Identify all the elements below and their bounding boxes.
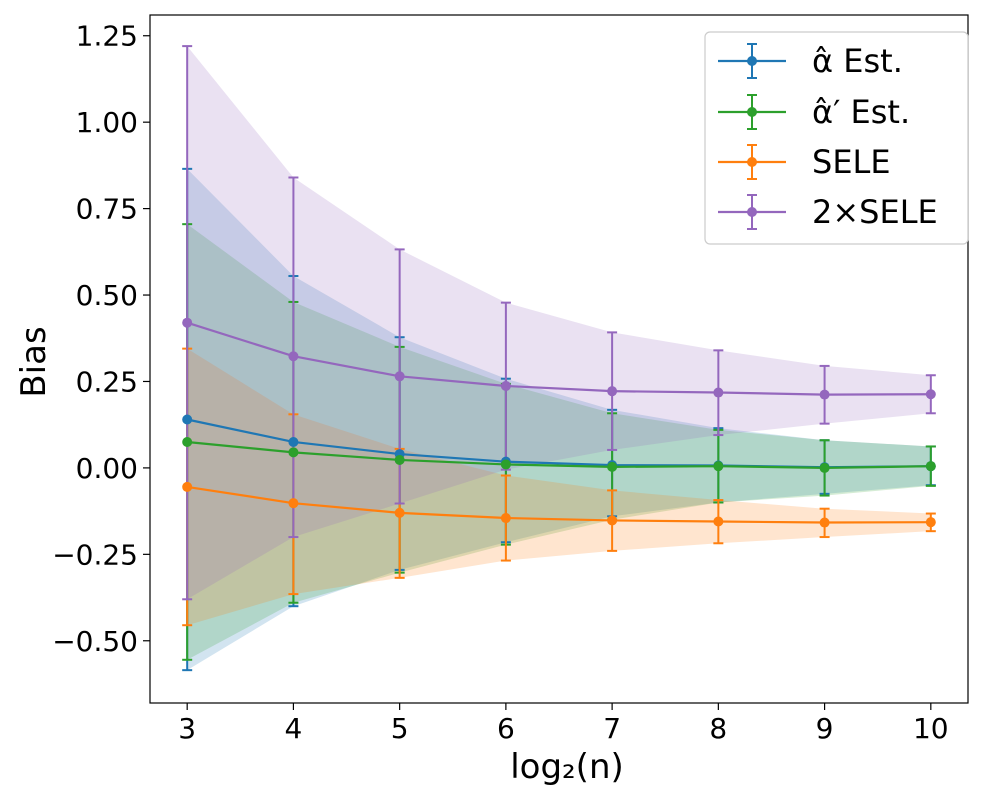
series-line-3 <box>186 321 931 396</box>
legend-marker <box>747 207 757 217</box>
data-point <box>500 380 511 391</box>
plot-frame <box>149 14 969 704</box>
legend-label: α̂ Est. <box>812 42 903 80</box>
y-tick-label: 0.50 <box>76 279 138 312</box>
legend-label: α̂′ Est. <box>812 93 910 131</box>
legend-label: 2×SELE <box>812 193 938 231</box>
data-point <box>394 454 405 465</box>
y-axis: −0.50 −0.25 0.00 0.25 0.50 0.75 1.00 1.25 <box>52 20 150 658</box>
data-point <box>819 389 830 400</box>
series-lines <box>186 321 931 524</box>
data-point <box>394 507 405 518</box>
x-axis-label: log₂(n) <box>510 747 624 787</box>
y-tick-label: −0.25 <box>52 538 138 571</box>
band-series-3 <box>187 46 931 600</box>
band-series-2 <box>187 348 931 626</box>
data-point <box>925 389 936 400</box>
x-tick-label: 10 <box>913 712 949 745</box>
data-point <box>925 517 936 528</box>
data-point <box>607 386 618 397</box>
data-point <box>713 461 724 472</box>
band-series-1 <box>187 224 931 660</box>
data-point <box>607 515 618 526</box>
legend-marker <box>747 107 757 117</box>
x-tick-label: 3 <box>178 712 196 745</box>
data-point <box>182 436 193 447</box>
y-tick-label: 1.00 <box>76 106 138 139</box>
x-tick-label: 8 <box>709 712 727 745</box>
x-tick-label: 4 <box>285 712 303 745</box>
y-tick-label: 1.25 <box>76 20 138 53</box>
series-markers <box>182 317 936 528</box>
data-point <box>713 516 724 527</box>
data-point <box>182 481 193 492</box>
y-tick-label: 0.75 <box>76 193 138 226</box>
data-point <box>182 414 193 425</box>
y-tick-label: −0.50 <box>52 625 138 658</box>
x-axis: 3 4 5 6 7 8 9 10 <box>178 703 949 745</box>
data-point <box>819 462 830 473</box>
legend-marker <box>747 56 757 66</box>
legend-marker <box>747 157 757 167</box>
data-point <box>500 459 511 470</box>
data-point <box>819 517 830 528</box>
y-tick-label: 0.25 <box>76 365 138 398</box>
data-point <box>713 387 724 398</box>
plot-border <box>149 14 969 704</box>
x-tick-label: 7 <box>603 712 621 745</box>
legend-box <box>704 31 969 245</box>
confidence-bands <box>187 46 931 671</box>
y-tick-label: 0.00 <box>76 452 138 485</box>
data-point <box>607 461 618 472</box>
data-point <box>394 371 405 382</box>
data-point <box>288 447 299 458</box>
x-tick-label: 9 <box>816 712 834 745</box>
data-point <box>288 498 299 509</box>
band-series-0 <box>187 168 931 671</box>
data-point <box>182 317 193 328</box>
x-tick-label: 5 <box>391 712 409 745</box>
data-point <box>288 436 299 447</box>
data-point <box>500 513 511 524</box>
series-line-1 <box>187 440 931 470</box>
legend: α̂ Est. α̂′ Est. SELE 2×SELE <box>704 31 969 245</box>
y-axis-label: Bias <box>14 326 54 397</box>
data-point <box>925 461 936 472</box>
x-tick-label: 6 <box>497 712 515 745</box>
data-point <box>288 351 299 362</box>
legend-label: SELE <box>812 143 891 181</box>
series-line-2 <box>187 485 931 524</box>
